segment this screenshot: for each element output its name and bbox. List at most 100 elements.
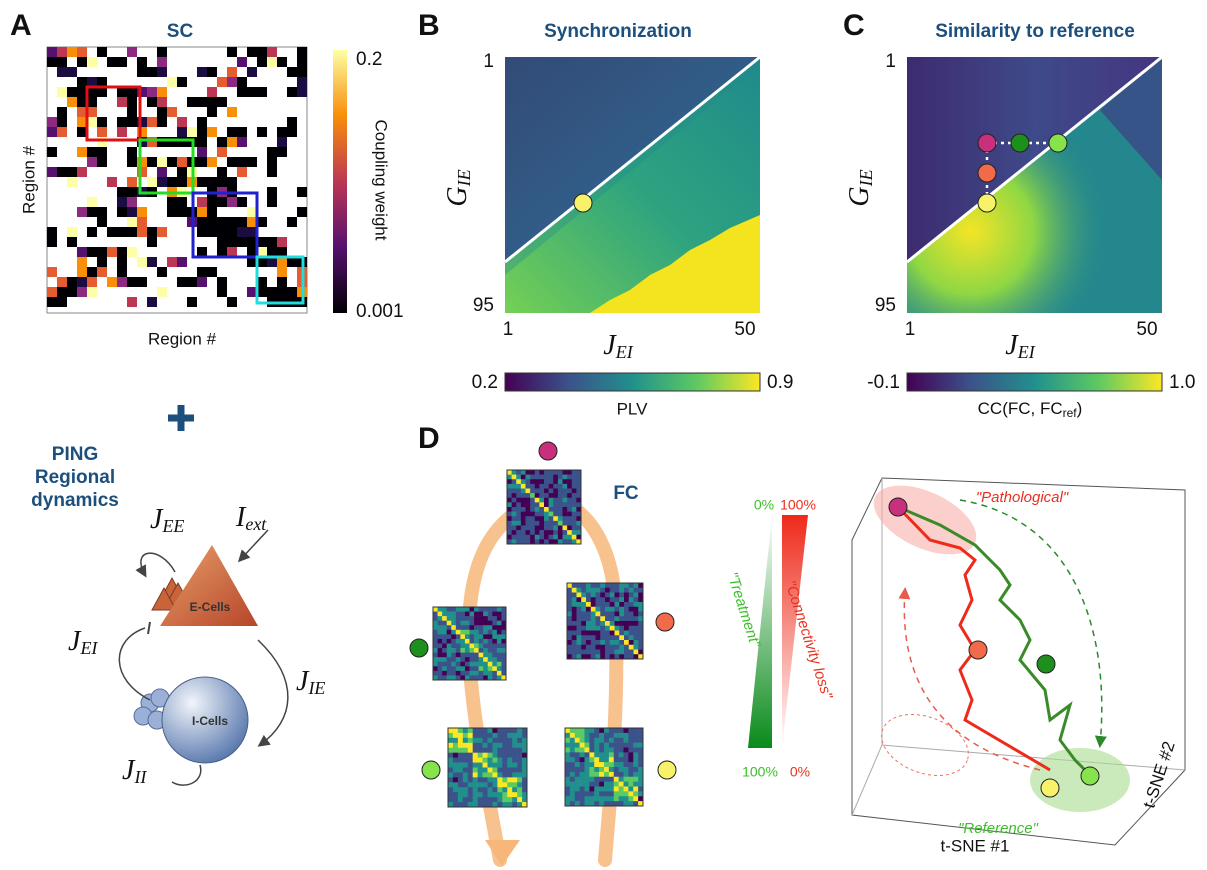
fc-cell: [576, 507, 582, 512]
fc-cell: [619, 654, 625, 660]
sc-cell: [67, 97, 77, 107]
sc-cell: [117, 117, 127, 127]
fc-cell: [590, 654, 596, 660]
text-part: II: [133, 767, 147, 787]
fc-cell: [618, 791, 624, 797]
fc-cell: [544, 539, 549, 545]
fc-cell: [511, 511, 517, 517]
fc-cell: [571, 621, 577, 627]
fc-cell: [584, 781, 590, 787]
y-tick-label: 95: [875, 295, 896, 316]
sc-cell: [67, 237, 77, 247]
sc-cell: [227, 137, 237, 147]
fc-cell: [452, 792, 459, 798]
fc-cell: [628, 771, 634, 778]
sc-cell: [217, 77, 227, 87]
fc-cell: [595, 635, 601, 641]
sc-cell: [197, 127, 207, 137]
fc-cell: [633, 625, 639, 631]
fc-cell: [594, 732, 600, 739]
sc-cell: [187, 97, 197, 107]
fc-cell: [457, 802, 464, 808]
sc-cell: [87, 267, 97, 277]
fc-cell: [548, 534, 554, 540]
sc-cell: [117, 97, 127, 107]
sc-cell: [137, 207, 147, 217]
sc-cell: [117, 197, 127, 207]
sc-cell: [237, 217, 247, 227]
fc-cell: [478, 625, 484, 631]
fc-cell: [633, 583, 639, 589]
sc-cell: [77, 267, 87, 277]
j-ii: JII: [122, 755, 147, 787]
fc-cell: [589, 771, 595, 778]
fc-cell: [501, 629, 507, 635]
fc-cell: [613, 742, 619, 748]
fc-cell: [507, 539, 512, 545]
fc-cell: [467, 797, 473, 803]
sc-cell: [197, 267, 207, 277]
fc-cell: [474, 629, 479, 635]
panel-letter: A: [10, 9, 32, 42]
fc-cell: [433, 611, 438, 617]
fc-cell: [448, 752, 454, 758]
fc-cell: [507, 802, 513, 808]
fc-cell: [452, 797, 459, 803]
fc-cell: [477, 728, 483, 734]
fc-cell: [600, 606, 606, 612]
fc-cell: [516, 488, 522, 494]
sc-cell: [277, 237, 287, 247]
fc-cell: [557, 497, 563, 503]
fc-cell: [595, 625, 601, 631]
colorbar: [504, 372, 761, 392]
fc-cell: [623, 796, 629, 802]
fc-cell: [571, 525, 577, 531]
sc-cell: [197, 177, 207, 187]
fc-cell: [522, 802, 528, 808]
fc-cell: [539, 516, 545, 522]
sc-cell: [57, 87, 67, 97]
fc-cell: [581, 630, 587, 636]
fc-cell: [638, 587, 644, 593]
fc-cell: [451, 648, 457, 653]
fc-cell: [512, 802, 518, 808]
fc-cell: [452, 782, 459, 788]
fc-cell: [482, 732, 488, 739]
fc-cell: [530, 539, 536, 545]
fc-cell: [628, 786, 634, 792]
fc-cell: [565, 801, 571, 807]
fc-cell: [501, 616, 507, 621]
fc-cell: [638, 630, 644, 636]
fc-cell: [571, 511, 577, 517]
fc-cell: [576, 502, 582, 508]
fc-cell: [517, 797, 523, 803]
fc-cell: [628, 630, 634, 636]
fc-cell: [464, 666, 470, 672]
fc-cell: [477, 782, 483, 788]
fc-cell: [446, 611, 452, 617]
fc-cell: [512, 782, 518, 788]
fc-cell: [600, 583, 606, 589]
fc-cell: [574, 732, 580, 739]
fc-cell: [628, 732, 634, 739]
sc-cell: [77, 147, 87, 157]
fc-cell: [520, 479, 526, 485]
sc-cell: [187, 297, 197, 307]
fc-cell: [534, 539, 540, 545]
fc-cell: [557, 502, 563, 508]
fc-cell: [623, 728, 629, 734]
fc-cell: [579, 801, 585, 807]
fc-cell: [604, 737, 610, 743]
fc-cell: [455, 648, 461, 653]
fc-cell: [496, 661, 502, 667]
sc-cell: [247, 257, 257, 267]
fc-cell: [492, 742, 498, 749]
fc-cell: [544, 479, 549, 485]
fc-cell: [457, 737, 464, 744]
sc-cell: [137, 227, 147, 237]
fc-cell: [619, 640, 625, 646]
sc-cell: [147, 97, 157, 107]
fc-cell: [487, 657, 493, 663]
sc-cell: [277, 277, 287, 287]
fc-cell: [638, 742, 644, 748]
